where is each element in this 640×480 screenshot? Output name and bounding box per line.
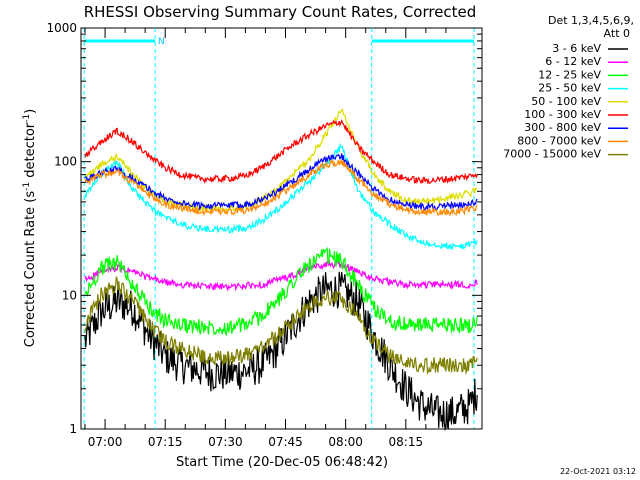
legend-label-5: 100 - 300 keV <box>524 108 601 121</box>
legend-label-1: 6 - 12 keV <box>545 55 601 68</box>
y-axis-label-end: ) <box>23 109 38 114</box>
x-tick-label-1: 07:15 <box>148 435 183 449</box>
y-tick-label-2: 100 <box>54 155 77 169</box>
flag-label: N <box>158 37 165 47</box>
series-line-3 <box>84 142 478 250</box>
series-lines <box>84 108 478 432</box>
x-tick-label-5: 08:15 <box>389 435 424 449</box>
series-line-6 <box>84 153 478 211</box>
y-tick-label-0: 1 <box>69 422 77 436</box>
y-axis-label-mid: detector <box>23 122 38 182</box>
y-axis-label-sup-2: -1 <box>22 114 32 123</box>
legend-label-6: 300 - 800 keV <box>524 121 601 134</box>
legend-label-8: 7000 - 15000 keV <box>503 148 601 161</box>
y-axis-label: Corrected Count Rate (s-1 detector-1) <box>22 109 38 347</box>
y-axis-label-main: Corrected Count Rate (s <box>23 191 38 348</box>
series-line-2 <box>84 246 478 337</box>
legend-label-4: 50 - 100 keV <box>531 95 601 108</box>
legend-label-0: 3 - 6 keV <box>552 42 601 55</box>
legend-subtitle: Att 0 <box>604 27 630 40</box>
chart-title: RHESSI Observing Summary Count Rates, Co… <box>84 3 477 21</box>
y-tick-label-1: 10 <box>62 288 77 302</box>
y-axis: 1 10 100 1000 <box>46 21 482 436</box>
legend-label-7: 800 - 7000 keV <box>517 134 601 147</box>
y-axis-label-sup-1: -1 <box>22 182 32 191</box>
x-tick-label-3: 07:45 <box>268 435 303 449</box>
series-line-1 <box>84 259 478 292</box>
night-markers <box>83 28 475 429</box>
series-line-7 <box>84 158 478 217</box>
x-tick-label-4: 08:00 <box>328 435 363 449</box>
series-line-5 <box>84 118 478 185</box>
legend-label-2: 12 - 25 keV <box>538 68 601 81</box>
legend-title: Det 1,3,4,5,6,9, <box>548 14 634 27</box>
x-axis-label: Start Time (20-Dec-05 06:48:42) <box>176 455 388 470</box>
legend-label-3: 25 - 50 keV <box>538 82 601 95</box>
x-axis: 07:00 07:15 07:30 07:45 08:00 08:15 <box>84 28 447 449</box>
x-tick-label-0: 07:00 <box>88 435 123 449</box>
footer-date: 22-Oct-2021 03:12 <box>560 467 636 476</box>
x-tick-label-2: 07:30 <box>208 435 243 449</box>
plot-area <box>80 27 483 430</box>
series-line-8 <box>84 275 478 376</box>
y-tick-label-3: 1000 <box>46 21 77 35</box>
